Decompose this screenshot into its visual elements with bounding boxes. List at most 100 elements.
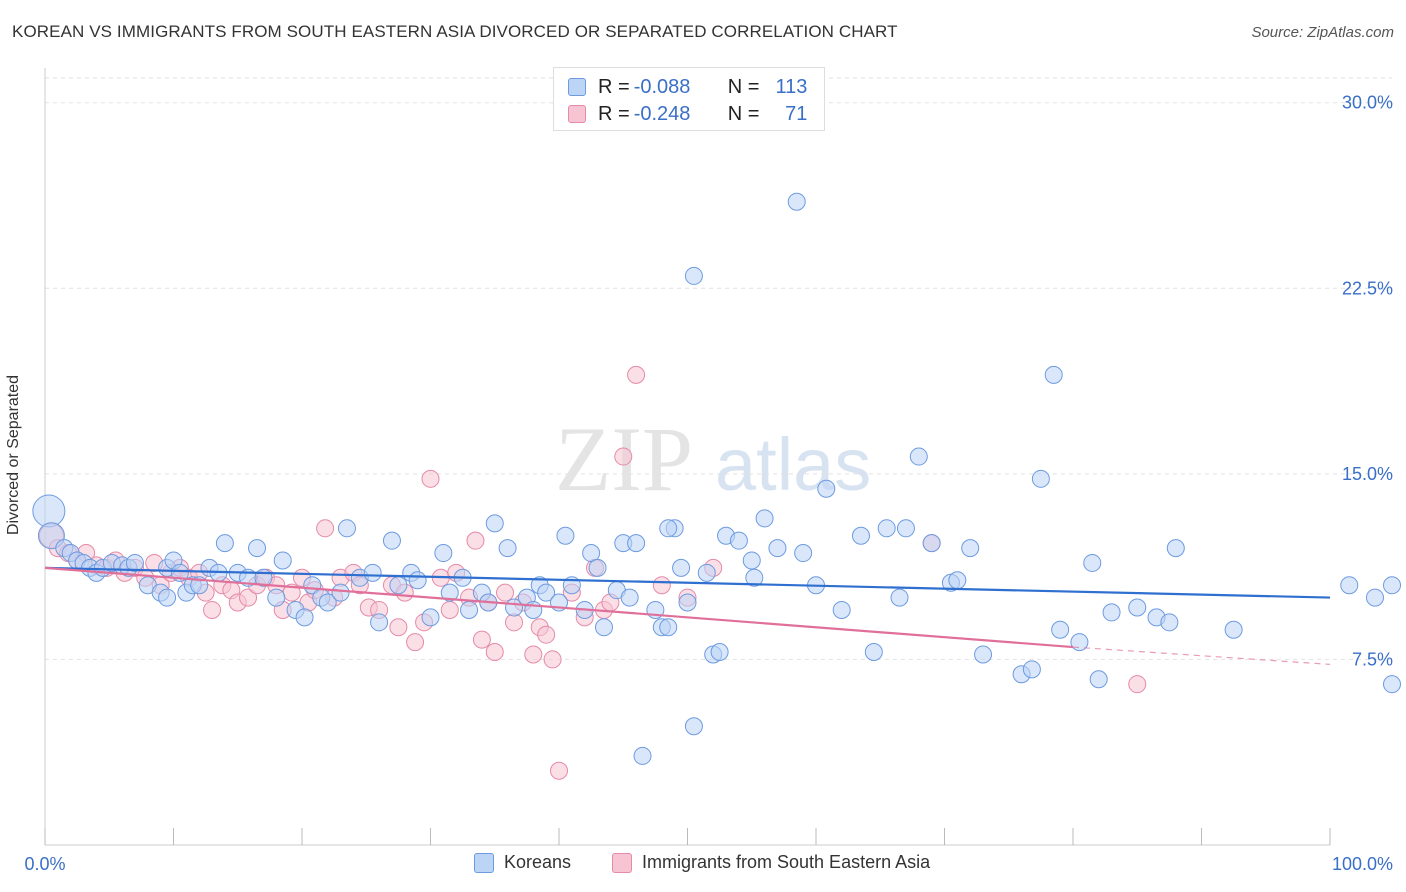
data-point xyxy=(684,717,703,736)
koreans-legend-icon xyxy=(474,852,494,873)
koreans-swatch-icon xyxy=(568,78,586,96)
data-point xyxy=(498,539,517,558)
y-tick-label: 30.0% xyxy=(1342,93,1393,113)
data-point xyxy=(239,588,258,607)
data-point xyxy=(864,643,883,662)
data-point xyxy=(1102,603,1121,622)
data-point xyxy=(1051,620,1070,639)
data-point xyxy=(382,531,401,550)
legend-label-immigrants: Immigrants from South Eastern Asia xyxy=(642,852,931,872)
data-point xyxy=(537,583,556,602)
n-value: 71 xyxy=(785,102,808,125)
x-tick-label-max: 100.0% xyxy=(1332,854,1393,874)
data-point xyxy=(158,588,177,607)
data-point xyxy=(363,563,382,582)
data-point xyxy=(633,746,652,765)
data-point xyxy=(582,544,601,563)
data-point xyxy=(787,192,806,211)
axes xyxy=(44,68,1331,846)
data-point xyxy=(745,568,764,587)
legend-item-koreans[interactable]: Koreans xyxy=(474,852,571,873)
data-point xyxy=(1070,633,1089,652)
data-point xyxy=(877,519,896,538)
trend-line-immigrants-extension xyxy=(1072,646,1331,665)
data-point xyxy=(974,645,993,664)
data-point xyxy=(524,645,543,664)
data-point xyxy=(832,600,851,619)
data-point xyxy=(755,509,774,528)
data-point xyxy=(1166,539,1185,558)
data-point xyxy=(537,625,556,644)
trend-line-immigrants xyxy=(44,566,1074,649)
data-point xyxy=(370,613,389,632)
data-point xyxy=(627,534,646,553)
data-point xyxy=(556,526,575,545)
legend-item-immigrants[interactable]: Immigrants from South Eastern Asia xyxy=(612,852,930,873)
data-point xyxy=(1224,620,1243,639)
data-point xyxy=(273,551,292,570)
data-point xyxy=(421,469,440,488)
data-point xyxy=(295,608,314,627)
watermark-atlas: atlas xyxy=(715,423,871,506)
data-point xyxy=(203,600,222,619)
y-tick-label: 7.5% xyxy=(1352,649,1393,669)
data-point xyxy=(620,588,639,607)
r-label: R = xyxy=(598,75,630,98)
data-point xyxy=(948,571,967,590)
y-axis-label: Divorced or Separated xyxy=(5,374,22,536)
data-point xyxy=(710,643,729,662)
x-tick-label-min: 0.0% xyxy=(24,854,65,874)
tick-labels: 7.5% 15.0% 22.5% 30.0% 0.0% 100.0% xyxy=(24,93,1393,874)
data-point xyxy=(627,365,646,384)
data-point xyxy=(408,571,427,590)
data-point xyxy=(1089,670,1108,689)
data-point xyxy=(697,563,716,582)
source-label: Source: ZipAtlas.com xyxy=(1251,24,1394,41)
data-point xyxy=(594,618,613,637)
data-point xyxy=(659,618,678,637)
trend-lines xyxy=(44,566,1331,665)
data-point xyxy=(768,539,787,558)
n-value: 113 xyxy=(775,75,808,98)
data-point xyxy=(472,630,491,649)
data-point xyxy=(794,544,813,563)
data-point xyxy=(817,479,836,498)
data-point xyxy=(460,600,479,619)
legend-label-koreans: Koreans xyxy=(504,852,572,872)
data-point xyxy=(440,583,459,602)
immigrants-swatch-icon xyxy=(568,105,586,123)
n-label: N = xyxy=(727,75,760,98)
data-point xyxy=(496,583,515,602)
data-point xyxy=(389,618,408,637)
data-point xyxy=(742,551,761,570)
y-axis-label-wrap: Divorced or Separated xyxy=(5,295,23,535)
stats-legend-row-immigrants: R = -0.248 N = 71 xyxy=(568,101,807,127)
n-label: N = xyxy=(727,102,760,125)
data-point xyxy=(1160,613,1179,632)
data-point xyxy=(1383,576,1401,595)
data-point xyxy=(248,539,267,558)
r-label: R = xyxy=(598,102,630,125)
data-point xyxy=(485,643,504,662)
data-point xyxy=(406,633,425,652)
data-point xyxy=(1022,660,1041,679)
data-point xyxy=(1128,675,1147,694)
data-point xyxy=(125,553,144,572)
data-point xyxy=(267,588,286,607)
trend-line-koreans xyxy=(44,566,1331,599)
data-point xyxy=(684,266,703,285)
r-value: -0.088 xyxy=(633,75,691,98)
data-point xyxy=(588,558,607,577)
data-point xyxy=(1044,365,1063,384)
data-point xyxy=(434,544,453,563)
data-point xyxy=(961,539,980,558)
y-tick-label: 22.5% xyxy=(1342,278,1393,298)
y-tick-label: 15.0% xyxy=(1342,464,1393,484)
data-point xyxy=(1083,553,1102,572)
data-point xyxy=(851,526,870,545)
data-point xyxy=(421,608,440,627)
data-point xyxy=(485,514,504,533)
data-point xyxy=(543,650,562,669)
data-point xyxy=(922,534,941,553)
